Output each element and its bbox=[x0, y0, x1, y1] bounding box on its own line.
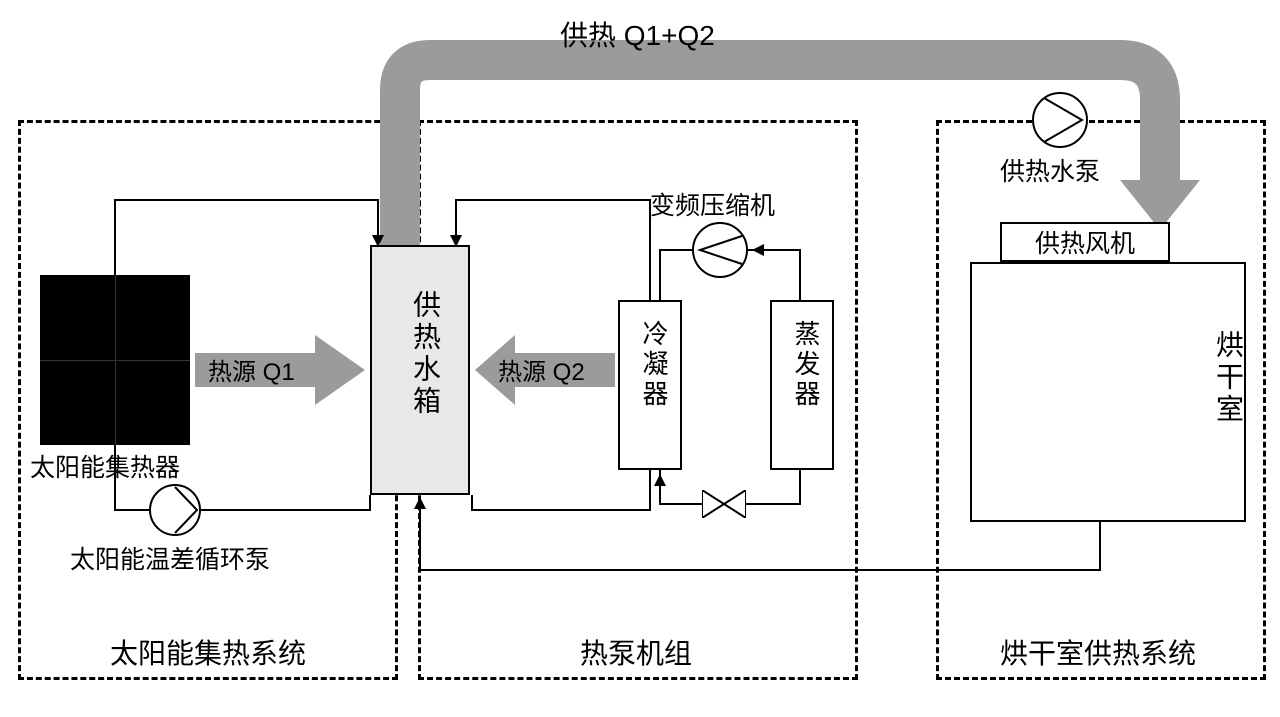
q2-label: 热源 Q2 bbox=[498, 352, 585, 387]
solar-collector bbox=[40, 275, 190, 445]
fan-box: 供热风机 bbox=[1000, 222, 1170, 262]
solar-pump-label: 太阳能温差循环泵 bbox=[70, 540, 270, 576]
q1-label: 热源 Q1 bbox=[208, 352, 295, 387]
section-dryer-label: 烘干室供热系统 bbox=[1000, 632, 1196, 672]
dry-room-label: 烘干室 bbox=[1208, 330, 1248, 426]
compressor-label: 变频压缩机 bbox=[650, 186, 775, 222]
supply-label: 供热 Q1+Q2 bbox=[560, 14, 715, 54]
tank-label: 供热水箱 bbox=[405, 290, 445, 418]
supply-pump-icon bbox=[1032, 92, 1088, 148]
fan-label: 供热风机 bbox=[1035, 224, 1135, 260]
section-solar-label: 太阳能集热系统 bbox=[110, 632, 306, 672]
dry-room bbox=[970, 262, 1246, 522]
solar-collector-label: 太阳能集热器 bbox=[30, 448, 180, 484]
compressor-icon bbox=[692, 222, 748, 278]
supply-pump-label: 供热水泵 bbox=[1000, 152, 1100, 188]
solar-pump-icon bbox=[149, 484, 201, 536]
section-heatpump-label: 热泵机组 bbox=[580, 632, 692, 672]
evaporator-label: 蒸发器 bbox=[788, 320, 825, 410]
condenser-label: 冷凝器 bbox=[636, 320, 673, 410]
valve-icon bbox=[702, 490, 746, 518]
